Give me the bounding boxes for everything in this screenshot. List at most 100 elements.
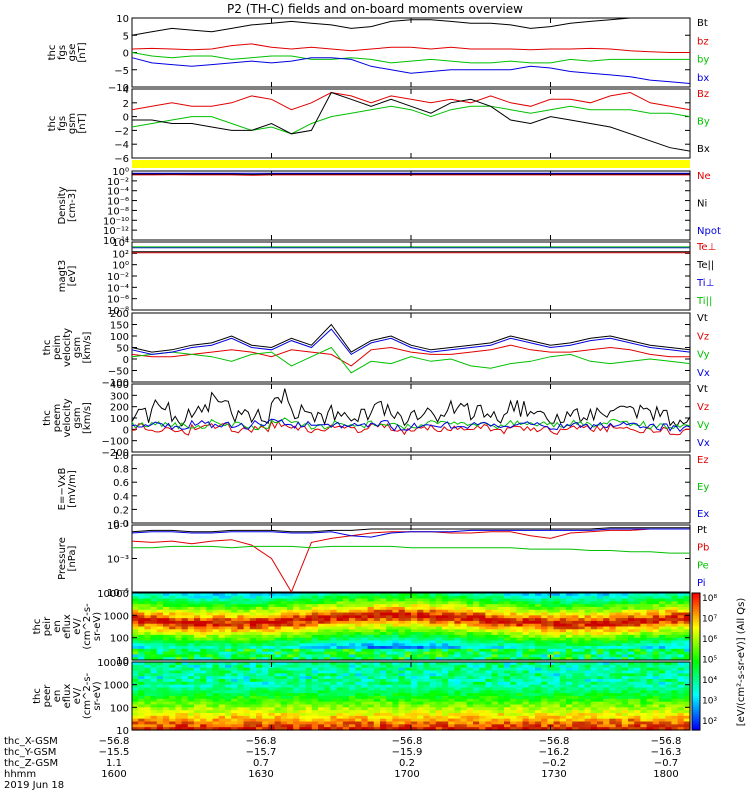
spectrogram-cell [187,629,195,633]
spectrogram-cell [138,632,145,636]
spectrogram-cell [243,643,251,647]
spectrogram-cell [218,595,226,600]
spectrogram-cell [466,626,474,630]
spectrogram-cell [677,693,685,697]
spectrogram-cell [268,670,276,674]
spectrogram-cell [293,690,300,694]
spectrogram-cell [615,623,623,628]
spectrogram-cell [132,704,139,708]
spectrogram-cell [311,707,319,711]
spectrogram-cell [268,604,276,608]
spectrogram-cell [156,718,164,723]
spectrogram-cell [417,662,424,666]
spectrogram-cell [615,684,623,689]
legend-entry: Ey [697,482,709,493]
spectrogram-cell [559,724,567,728]
legend-entry: Te⊥ [696,242,716,253]
spectrogram-cell [249,637,257,642]
spectrogram-cell [156,604,164,608]
spectrogram-cell [293,679,300,683]
spectrogram-cell [522,684,530,689]
spectrogram-cell [212,648,220,653]
spectrogram-cell [578,634,586,639]
spectrogram-cell [615,713,623,717]
spectrogram-cell [491,721,499,725]
spectrogram-cell [466,713,474,717]
spectrogram-cell [646,606,654,611]
spectrogram-cell [572,707,579,711]
spectrogram-cell [293,637,300,642]
spectrogram-cell [243,646,251,650]
spectrogram-cell [528,704,536,708]
spectrogram-cell [243,701,251,706]
legend-entry: bz [697,36,709,47]
spectrogram-cell [181,637,189,642]
spectrogram-cell [448,718,455,723]
spectrogram-cell [535,632,542,636]
spectrogram-cell [485,718,493,723]
spectrogram-cell [491,667,499,672]
spectrogram-cell [181,673,189,677]
spectrogram-cell [206,713,214,717]
spectrogram-cell [194,704,201,708]
spectrogram-cell [138,654,145,658]
spectrogram-cell [497,632,505,636]
spectrogram-cell [485,679,493,683]
spectrogram-cell [528,643,536,647]
spectrogram-cell [311,679,319,683]
spectrogram-cell [466,615,474,619]
spectrogram-cell [566,718,573,723]
spectrogram-cell [497,693,505,697]
spectrogram-cell [156,646,164,650]
spectrogram-cell [572,657,579,661]
colorbar-tick-label: 10⁵ [702,656,717,666]
spectrogram-cell [590,727,598,731]
spectrogram-cell [640,673,648,677]
spectrogram-cell [398,609,406,614]
spectrogram-cell [156,618,164,622]
spectrogram-cell [132,609,139,614]
spectrogram-cell [194,609,201,614]
spectrogram-cell [473,681,480,686]
spectrogram-cell [454,648,462,653]
spectrogram-cell [479,618,486,622]
spectrogram-cell [249,615,257,619]
spectrogram-cell [628,632,635,636]
spectrogram-cell [169,643,176,647]
spectrogram-cell [392,718,400,723]
spectrogram-cell [547,651,555,656]
spectrogram-cell [646,667,654,672]
spectrogram-cell [206,664,214,669]
spectrogram-cell [615,637,623,642]
spectrogram-cell [225,623,232,628]
spectrogram-cell [299,595,307,600]
spectrogram-cell [305,609,313,614]
y-tick-label: 10000 [97,589,129,600]
spectrogram-cell [454,604,462,608]
spectrogram-cell [615,681,623,686]
y-tick-label: −2 [114,126,129,137]
spectrogram-cell [578,640,586,644]
spectrogram-cell [404,646,412,650]
spectrogram-cell [640,662,648,666]
spectrogram-cell [454,609,462,614]
spectrogram-cell [435,707,443,711]
y-axis-label: fgs [57,45,68,60]
spectrogram-cell [367,724,375,728]
series-line-Vt [131,388,691,428]
spectrogram-cell [621,690,629,694]
spectrogram-cell [398,651,406,656]
spectrogram-cell [398,727,406,731]
spectrogram-cell [516,673,524,677]
spectrogram-cell [386,676,393,680]
spectrogram-cell [311,693,319,697]
spectrogram-cell [454,618,462,622]
y-axis-label: thc [47,45,58,61]
spectrogram-cell [311,651,319,656]
spectrogram-cell [659,618,666,622]
legend-entry: Ez [697,455,709,466]
spectrogram-cell [671,664,679,669]
spectrogram-cell [491,598,499,602]
spectrogram-cell [504,595,511,600]
spectrogram-cell [274,648,282,653]
